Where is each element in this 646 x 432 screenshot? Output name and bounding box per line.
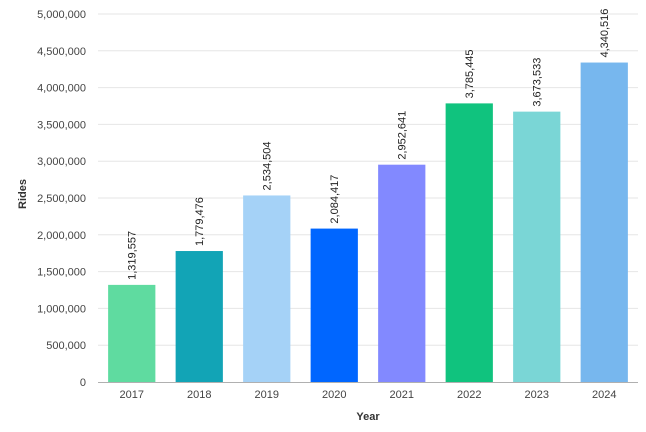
y-tick-label: 2,000,000	[37, 230, 86, 242]
data-label: 4,340,516	[599, 9, 611, 58]
y-tick-label: 4,500,000	[37, 46, 86, 58]
x-tick-label: 2019	[255, 389, 279, 401]
x-tick-label: 2021	[390, 389, 414, 401]
x-axis-ticks: 2017 2018 2019 2020 2021 2022 2023 2024	[120, 389, 617, 401]
y-tick-label: 0	[80, 377, 86, 389]
y-axis-title: Rides	[17, 179, 29, 209]
y-tick-label: 5,000,000	[37, 9, 86, 21]
bar-2017	[108, 284, 156, 382]
y-tick-label: 1,000,000	[37, 303, 86, 315]
data-labels: 1,319,557 1,779,476 2,534,504 2,084,417 2,95…	[127, 9, 612, 280]
data-label: 2,534,504	[262, 142, 274, 191]
y-tick-label: 3,500,000	[37, 119, 86, 131]
y-tick-label: 500,000	[46, 340, 86, 352]
bar-2020	[310, 228, 358, 382]
bar-2024	[580, 62, 628, 382]
x-tick-label: 2018	[187, 389, 211, 401]
y-tick-label: 1,500,000	[37, 267, 86, 279]
data-label: 3,673,533	[532, 58, 544, 107]
data-label: 1,319,557	[127, 231, 139, 280]
x-tick-label: 2017	[120, 389, 144, 401]
x-tick-label: 2022	[457, 389, 481, 401]
bars	[108, 62, 628, 383]
bar-2018	[175, 251, 223, 382]
bar-2023	[513, 111, 561, 383]
x-axis-title: Year	[356, 411, 380, 423]
bar-2019	[243, 195, 291, 382]
bar-2021	[378, 164, 426, 382]
y-axis-ticks: 0 500,000 1,000,000 1,500,000 2,000,000 2,500…	[37, 9, 86, 389]
bar-2022	[445, 103, 493, 383]
x-tick-label: 2020	[322, 389, 346, 401]
x-tick-label: 2024	[592, 389, 616, 401]
data-label: 2,084,417	[329, 175, 341, 224]
y-tick-label: 4,000,000	[37, 83, 86, 95]
data-label: 3,785,445	[464, 49, 476, 98]
y-tick-label: 3,000,000	[37, 156, 86, 168]
data-label: 2,952,641	[397, 111, 409, 160]
data-label: 1,779,476	[194, 197, 206, 246]
y-tick-label: 2,500,000	[37, 193, 86, 205]
x-tick-label: 2023	[525, 389, 549, 401]
